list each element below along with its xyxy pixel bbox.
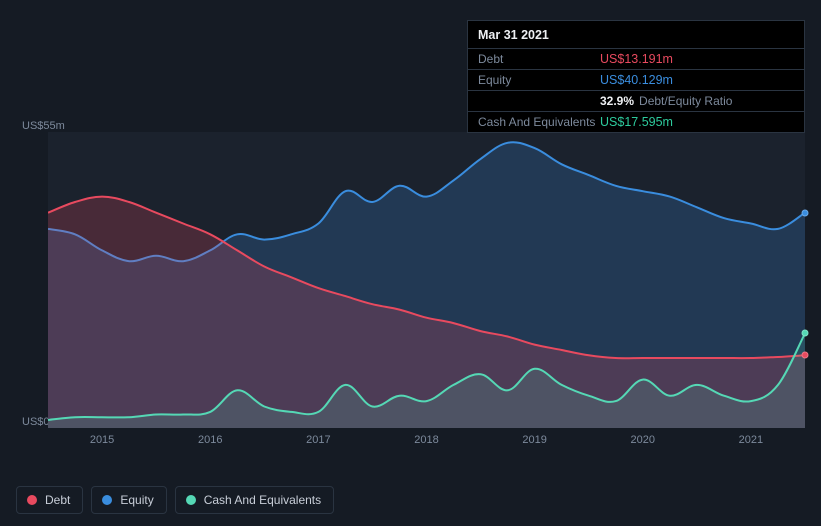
tooltip-date: Mar 31 2021 [468, 21, 804, 48]
x-axis-label: 2020 [631, 434, 655, 446]
tooltip-row-ratio: 32.9% Debt/Equity Ratio [468, 90, 804, 111]
tooltip-value-equity: US$40.129m [600, 73, 673, 87]
chart-svg [48, 132, 805, 428]
x-axis-label: 2015 [90, 434, 114, 446]
y-axis-label-top: US$55m [22, 120, 65, 132]
x-axis-label: 2017 [306, 434, 330, 446]
x-axis-label: 2018 [414, 434, 438, 446]
legend-item-cash[interactable]: Cash And Equivalents [175, 486, 334, 514]
x-axis-label: 2019 [522, 434, 546, 446]
x-axis-labels: 2015 2016 2017 2018 2019 2020 2021 [48, 434, 805, 454]
legend-item-equity[interactable]: Equity [91, 486, 166, 514]
legend-item-debt[interactable]: Debt [16, 486, 83, 514]
tooltip-value-cash: US$17.595m [600, 115, 673, 129]
tooltip-row-cash: Cash And Equivalents US$17.595m [468, 111, 804, 132]
x-axis-label: 2021 [739, 434, 763, 446]
chart-tooltip: Mar 31 2021 Debt US$13.191m Equity US$40… [467, 20, 805, 133]
chart-legend: Debt Equity Cash And Equivalents [16, 486, 334, 514]
tooltip-label: Debt [478, 52, 600, 66]
tooltip-row-equity: Equity US$40.129m [468, 69, 804, 90]
tooltip-label: Equity [478, 73, 600, 87]
tooltip-label: Cash And Equivalents [478, 115, 600, 129]
legend-label: Debt [45, 493, 70, 507]
tooltip-row-debt: Debt US$13.191m [468, 48, 804, 69]
chart-plot-area[interactable] [48, 132, 805, 428]
legend-dot-debt [27, 495, 37, 505]
tooltip-ratio-value: 32.9% [600, 94, 634, 108]
series-end-dot-equity [802, 209, 809, 216]
series-end-dot-debt [802, 352, 809, 359]
legend-label: Cash And Equivalents [204, 493, 321, 507]
series-end-dot-cash [802, 330, 809, 337]
chart-container: US$55m US$0 2015 2016 2017 2018 2019 2020 2021 [16, 120, 805, 460]
legend-label: Equity [120, 493, 153, 507]
tooltip-ratio-label: Debt/Equity Ratio [639, 94, 732, 108]
tooltip-value-debt: US$13.191m [600, 52, 673, 66]
y-axis-label-bottom: US$0 [22, 416, 50, 428]
legend-dot-equity [102, 495, 112, 505]
legend-dot-cash [186, 495, 196, 505]
x-axis-label: 2016 [198, 434, 222, 446]
